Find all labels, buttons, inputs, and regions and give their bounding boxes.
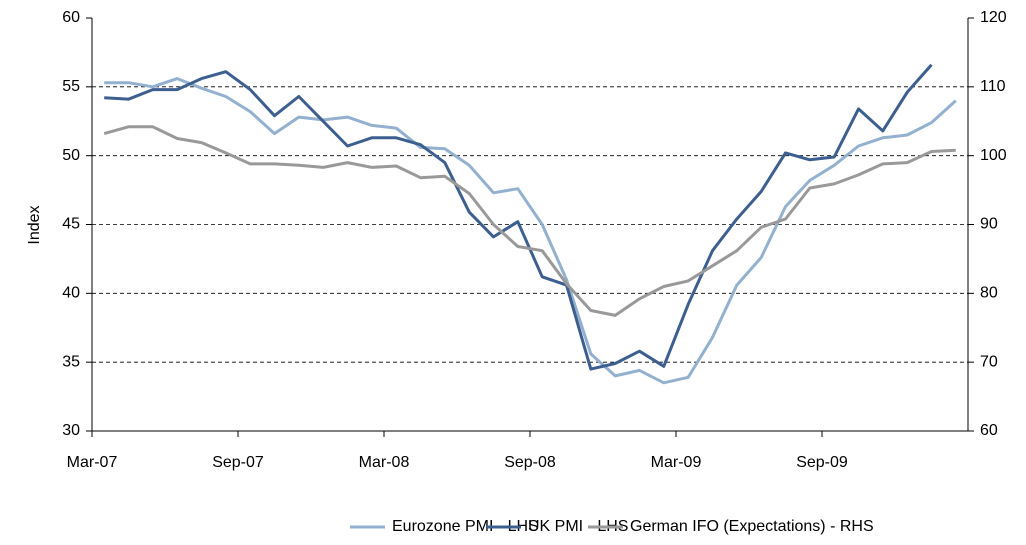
x-tick-label: Mar-09 <box>651 454 702 471</box>
y2-tick-label: 110 <box>980 78 1006 95</box>
series-line <box>103 125 956 317</box>
legend-label: Eurozone PMI - LHS <box>392 518 539 535</box>
y-tick-label: 55 <box>62 78 80 95</box>
y-tick-label: 45 <box>62 216 80 233</box>
y-axis-label: Index <box>26 205 43 244</box>
y2-tick-label: 120 <box>980 9 1007 26</box>
legend-label: German IFO (Expectations) - RHS <box>630 518 874 535</box>
x-tick-label: Mar-08 <box>359 454 410 471</box>
x-tick-label: Sep-09 <box>796 454 848 471</box>
y2-tick-label: 80 <box>980 285 998 302</box>
y2-tick-label: 70 <box>980 353 998 370</box>
x-tick-label: Sep-07 <box>212 454 264 471</box>
series-line <box>104 77 957 385</box>
y-tick-label: 60 <box>62 9 80 26</box>
x-tick-label: Sep-08 <box>504 454 556 471</box>
y-tick-label: 40 <box>62 285 80 302</box>
y2-tick-label: 100 <box>980 147 1007 164</box>
legend-label: UK PMI - LHS <box>528 518 628 535</box>
x-tick-label: Mar-07 <box>67 454 118 471</box>
y-tick-label: 35 <box>62 353 80 370</box>
y-tick-label: 50 <box>62 147 80 164</box>
y2-tick-label: 60 <box>980 422 998 439</box>
y-tick-label: 30 <box>62 422 80 439</box>
series-line <box>104 63 933 371</box>
y2-tick-label: 90 <box>980 216 998 233</box>
